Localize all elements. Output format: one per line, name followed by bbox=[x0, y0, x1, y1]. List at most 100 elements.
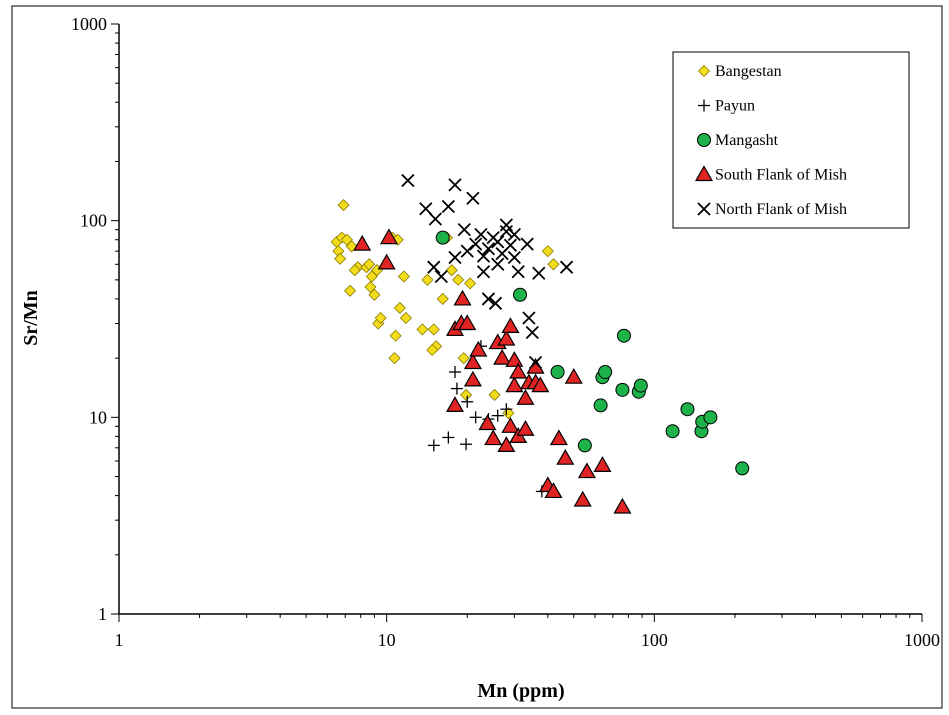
y-axis-title: Sr/Mn bbox=[20, 290, 42, 346]
mangasht-point bbox=[577, 438, 592, 453]
bangestan-point bbox=[488, 388, 501, 401]
mangasht-point bbox=[633, 378, 648, 393]
south-flank-of-mish-point bbox=[613, 497, 632, 514]
mangasht-point bbox=[665, 424, 680, 439]
north-flank-of-mish-point bbox=[491, 235, 505, 249]
x-tick-label: 10 bbox=[378, 630, 396, 650]
north-flank-of-mish-point bbox=[457, 223, 471, 237]
bangestan-point bbox=[541, 245, 554, 258]
north-flank-of-mish-point bbox=[476, 265, 491, 279]
south-flank-of-mish-point bbox=[501, 317, 520, 333]
bangestan-point bbox=[426, 343, 439, 357]
y-tick-label: 1 bbox=[98, 604, 107, 624]
x-axis-title: Mn (ppm) bbox=[477, 680, 564, 702]
north-flank-of-mish-point bbox=[491, 257, 505, 271]
mangasht-point bbox=[616, 328, 631, 343]
south-flank-of-mish-point bbox=[577, 462, 596, 479]
north-flank-of-mish-point bbox=[559, 260, 574, 274]
plot-area bbox=[330, 173, 750, 514]
bangestan-point bbox=[460, 388, 473, 401]
south-flank-of-mish-point bbox=[497, 436, 516, 452]
bangestan-point bbox=[452, 273, 465, 286]
north-flank-of-mish-point bbox=[499, 218, 513, 232]
payun-point bbox=[491, 409, 504, 422]
mangasht-point bbox=[550, 365, 565, 380]
mangasht-point bbox=[680, 402, 695, 417]
south-flank-of-mish-point bbox=[516, 389, 535, 405]
south-flank-of-mish-point bbox=[556, 448, 575, 465]
south-flank-of-mish-point bbox=[573, 490, 592, 507]
south-flank-of-mish-point bbox=[379, 228, 399, 245]
north-flank-of-mish-point bbox=[532, 266, 546, 280]
series-payun bbox=[427, 340, 548, 498]
bangestan-point bbox=[547, 258, 560, 271]
north-flank-of-mish-point bbox=[481, 292, 496, 306]
legend: Bangestan Payun Mangasht South Flank of Mis… bbox=[672, 51, 910, 229]
legend-label-payun: Payun bbox=[715, 98, 755, 115]
north-flank-of-mish-point bbox=[507, 227, 522, 242]
north-flank-of-mish-point bbox=[481, 242, 496, 256]
south-flank-of-mish-point bbox=[497, 329, 516, 346]
bangestan-point bbox=[393, 301, 406, 314]
bangestan-point bbox=[334, 252, 347, 265]
south-flank-of-mish-point bbox=[549, 429, 568, 446]
north-flank-of-mish-point bbox=[499, 224, 513, 239]
south-flank-of-mish-point bbox=[509, 362, 528, 379]
mangasht-point bbox=[598, 365, 613, 380]
bangestan-point bbox=[457, 352, 470, 365]
north-flank-of-mish-point bbox=[469, 237, 483, 251]
legend-item-payun: Payun bbox=[698, 98, 755, 115]
series-south-flank-of-mish bbox=[353, 228, 632, 514]
north-flank-of-mish-point bbox=[520, 237, 534, 251]
south-flank-of-mish-point bbox=[445, 396, 465, 412]
south-flank-of-mish-point bbox=[469, 340, 488, 357]
north-flank-of-mish-point bbox=[448, 250, 462, 265]
bangestan-point bbox=[388, 352, 401, 365]
bangestan-point bbox=[348, 264, 361, 277]
north-flank-of-mish-point bbox=[474, 227, 488, 242]
south-flank-of-mish-point bbox=[453, 289, 472, 306]
legend-item-bangestan: Bangestan bbox=[697, 63, 782, 80]
bangestan-point bbox=[363, 258, 376, 271]
bangestan-point bbox=[421, 273, 434, 286]
north-flank-of-mish-point bbox=[448, 178, 462, 192]
y-tick-label: 10 bbox=[89, 407, 107, 427]
north-flank-of-mish-point bbox=[528, 355, 543, 370]
mangasht-point bbox=[703, 410, 718, 425]
legend-marker-south-flank-of-mish bbox=[694, 165, 714, 182]
mangasht-point bbox=[593, 398, 608, 413]
bangestan-point bbox=[436, 292, 449, 305]
payun-point bbox=[448, 366, 461, 379]
south-flank-of-mish-point bbox=[505, 351, 524, 367]
south-flank-of-mish-point bbox=[544, 482, 563, 499]
payun-point bbox=[460, 438, 473, 451]
mangasht-point bbox=[435, 230, 450, 245]
south-flank-of-mish-point bbox=[593, 456, 612, 472]
x-tick-label: 100 bbox=[641, 630, 668, 650]
bangestan-point bbox=[397, 270, 410, 283]
legend-label-south-flank-of-mish: South Flank of Mish bbox=[715, 167, 847, 184]
north-flank-of-mish-point bbox=[522, 311, 536, 325]
payun-point bbox=[469, 411, 482, 424]
north-flank-of-mish-point bbox=[488, 296, 503, 310]
legend-item-mangasht: Mangasht bbox=[697, 132, 779, 149]
north-flank-of-mish-point bbox=[466, 191, 480, 205]
north-flank-of-mish-point bbox=[434, 269, 448, 284]
bangestan-point bbox=[337, 199, 350, 212]
mangasht-point bbox=[513, 287, 528, 302]
bangestan-point bbox=[445, 264, 458, 277]
south-flank-of-mish-point bbox=[516, 420, 535, 436]
north-flank-of-mish-point bbox=[441, 199, 455, 214]
south-flank-of-mish-point bbox=[501, 417, 520, 433]
bangestan-point bbox=[464, 277, 477, 290]
payun-point bbox=[442, 431, 455, 444]
south-flank-of-mish-point bbox=[377, 253, 396, 270]
bangestan-point bbox=[389, 329, 402, 342]
north-flank-of-mish-point bbox=[401, 173, 415, 188]
bangestan-point bbox=[364, 280, 377, 294]
north-flank-of-mish-point bbox=[503, 238, 518, 252]
mangasht-point bbox=[735, 461, 750, 476]
series-bangestan bbox=[330, 199, 560, 420]
south-flank-of-mish-point bbox=[484, 429, 503, 446]
